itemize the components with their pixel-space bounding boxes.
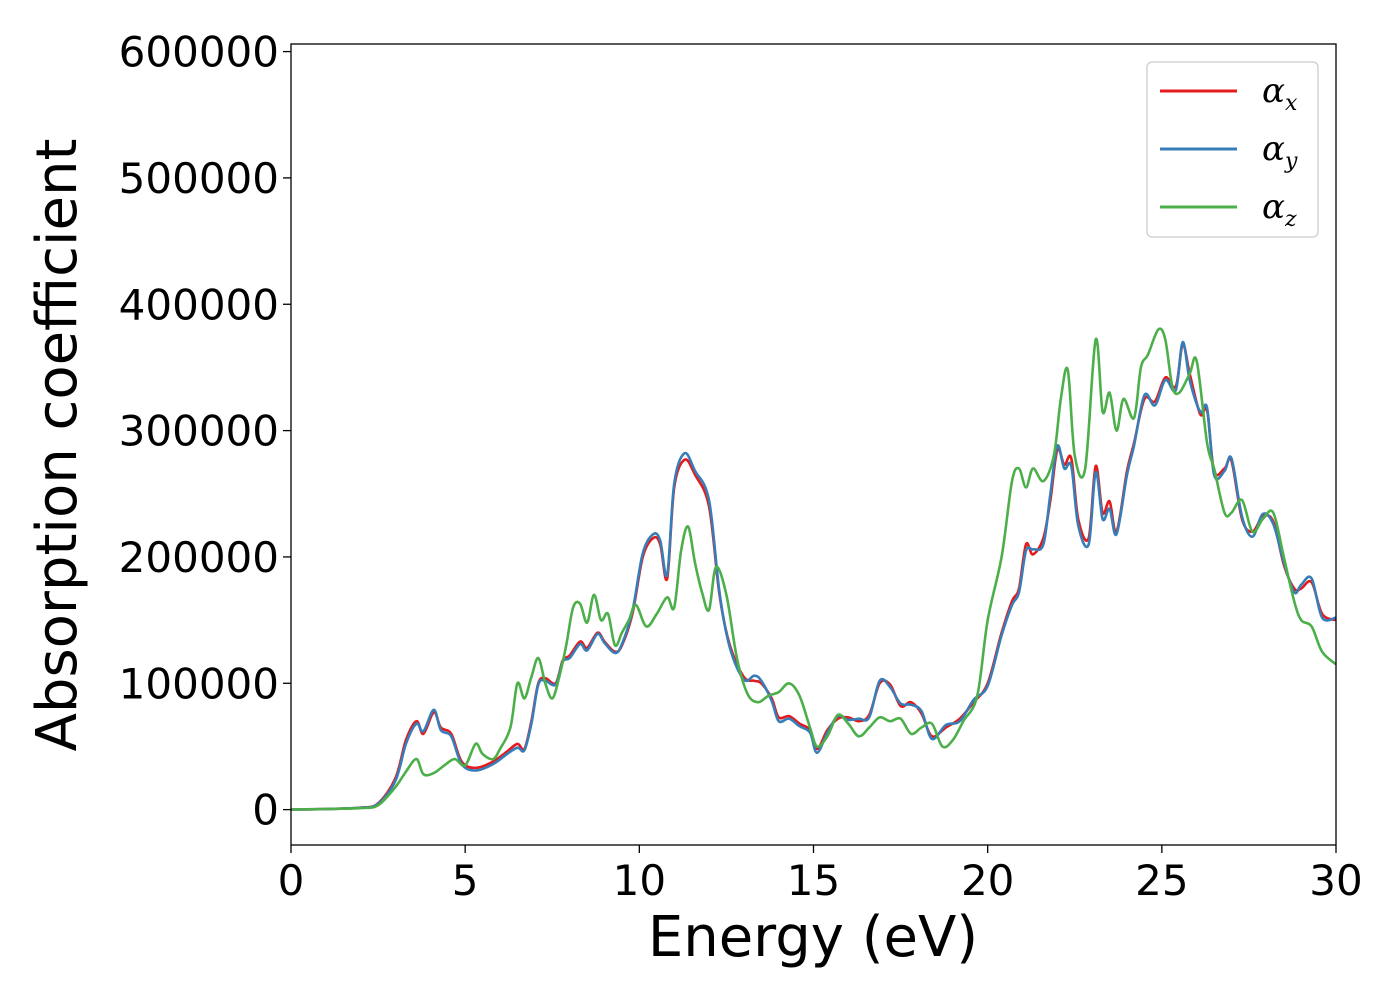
y-tick-label: 200000 bbox=[119, 533, 279, 582]
x-tick-label: 30 bbox=[1309, 856, 1362, 905]
y-tick-label: 600000 bbox=[119, 28, 279, 77]
x-tick-label: 25 bbox=[1135, 856, 1188, 905]
legend-label: αz bbox=[1262, 187, 1297, 232]
series-layer bbox=[291, 327, 1336, 811]
legend-label: αy bbox=[1262, 129, 1298, 174]
y-axis: 0 100000 200000 300000 400000 500000 600000 bbox=[119, 28, 291, 835]
y-tick-label: 400000 bbox=[119, 280, 279, 329]
x-tick-label: 15 bbox=[787, 856, 840, 905]
x-axis: 0 5 10 15 20 25 30 bbox=[278, 845, 1363, 905]
x-axis-title: Energy (eV) bbox=[648, 905, 978, 970]
x-tick-label: 0 bbox=[278, 856, 305, 905]
y-tick-label: 100000 bbox=[119, 659, 279, 708]
x-tick-label: 10 bbox=[613, 856, 666, 905]
x-tick-label: 5 bbox=[452, 856, 479, 905]
series-line-y bbox=[291, 340, 1336, 811]
legend-label: αx bbox=[1262, 71, 1298, 116]
y-axis-title: Absorption coefficient bbox=[25, 139, 90, 752]
series-line-z bbox=[291, 327, 1336, 811]
legend: αx αy αz bbox=[1146, 61, 1319, 238]
x-tick-label: 20 bbox=[961, 856, 1014, 905]
y-tick-label: 300000 bbox=[119, 407, 279, 456]
y-tick-label: 0 bbox=[252, 786, 279, 835]
y-tick-label: 500000 bbox=[119, 154, 279, 203]
